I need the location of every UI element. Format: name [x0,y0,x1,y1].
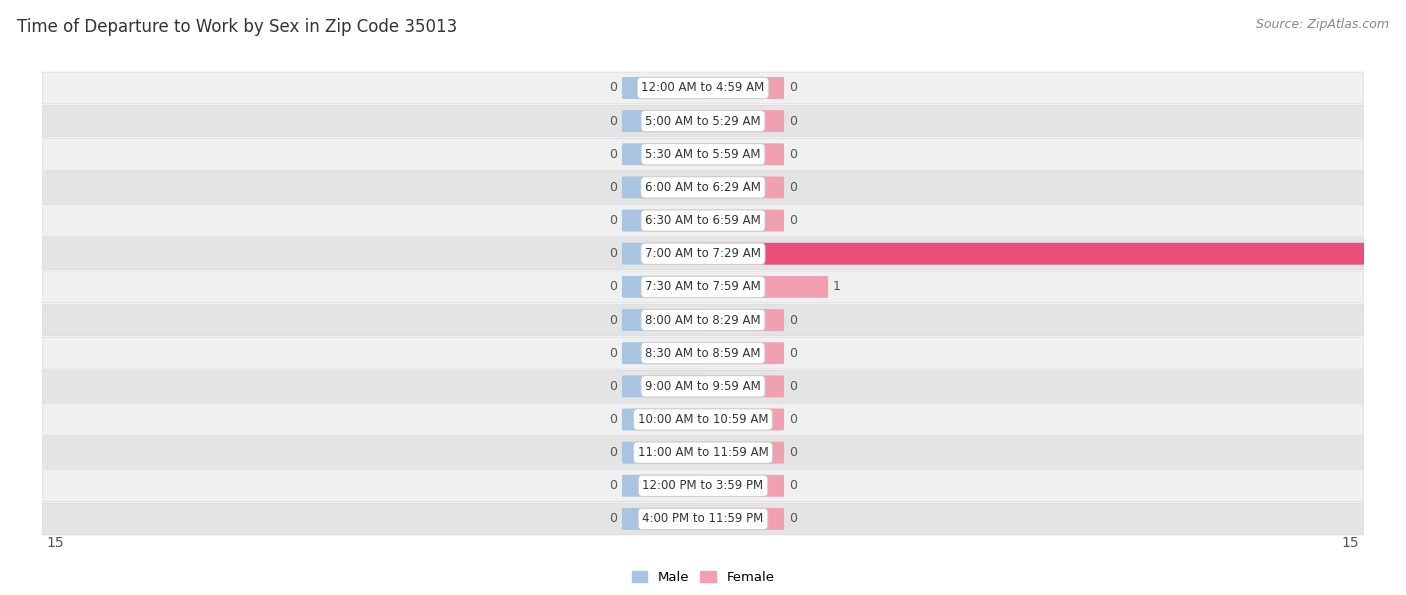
FancyBboxPatch shape [621,342,704,364]
Text: 7:00 AM to 7:29 AM: 7:00 AM to 7:29 AM [645,248,761,260]
FancyBboxPatch shape [621,276,704,298]
FancyBboxPatch shape [702,441,785,464]
FancyBboxPatch shape [42,371,1364,402]
FancyBboxPatch shape [621,309,704,331]
FancyBboxPatch shape [621,508,704,530]
FancyBboxPatch shape [621,143,704,165]
Text: 8:00 AM to 8:29 AM: 8:00 AM to 8:29 AM [645,314,761,327]
Text: 5:30 AM to 5:59 AM: 5:30 AM to 5:59 AM [645,148,761,161]
FancyBboxPatch shape [702,209,785,231]
Text: 5:00 AM to 5:29 AM: 5:00 AM to 5:29 AM [645,115,761,127]
FancyBboxPatch shape [42,403,1364,436]
FancyBboxPatch shape [42,503,1364,535]
FancyBboxPatch shape [702,342,785,364]
Text: 0: 0 [789,314,797,327]
Text: 0: 0 [609,214,617,227]
FancyBboxPatch shape [42,337,1364,369]
FancyBboxPatch shape [621,441,704,464]
Text: 0: 0 [789,82,797,95]
FancyBboxPatch shape [42,105,1364,137]
Text: Source: ZipAtlas.com: Source: ZipAtlas.com [1256,18,1389,31]
FancyBboxPatch shape [702,375,785,397]
FancyBboxPatch shape [42,238,1364,270]
Text: 0: 0 [609,248,617,260]
FancyBboxPatch shape [621,209,704,231]
Text: 0: 0 [609,280,617,293]
FancyBboxPatch shape [621,77,704,99]
FancyBboxPatch shape [621,409,704,430]
Text: 0: 0 [609,115,617,127]
FancyBboxPatch shape [42,205,1364,236]
Text: 0: 0 [609,380,617,393]
Text: 15: 15 [1341,536,1360,550]
FancyBboxPatch shape [42,470,1364,502]
FancyBboxPatch shape [42,437,1364,468]
Text: 0: 0 [609,181,617,194]
Text: 15: 15 [46,536,65,550]
FancyBboxPatch shape [621,475,704,497]
FancyBboxPatch shape [702,177,785,198]
Text: 9:00 AM to 9:59 AM: 9:00 AM to 9:59 AM [645,380,761,393]
Text: 10:00 AM to 10:59 AM: 10:00 AM to 10:59 AM [638,413,768,426]
Text: 6:00 AM to 6:29 AM: 6:00 AM to 6:29 AM [645,181,761,194]
Text: 7:30 AM to 7:59 AM: 7:30 AM to 7:59 AM [645,280,761,293]
FancyBboxPatch shape [42,171,1364,203]
FancyBboxPatch shape [42,139,1364,170]
FancyBboxPatch shape [621,243,704,265]
Text: 1: 1 [832,280,841,293]
Text: 8:30 AM to 8:59 AM: 8:30 AM to 8:59 AM [645,347,761,359]
Text: 12:00 AM to 4:59 AM: 12:00 AM to 4:59 AM [641,82,765,95]
Text: 11:00 AM to 11:59 AM: 11:00 AM to 11:59 AM [638,446,768,459]
FancyBboxPatch shape [702,409,785,430]
Text: 14: 14 [1375,248,1392,260]
FancyBboxPatch shape [621,110,704,132]
FancyBboxPatch shape [702,309,785,331]
FancyBboxPatch shape [42,271,1364,303]
Text: 0: 0 [789,347,797,359]
Text: 0: 0 [609,82,617,95]
Legend: Male, Female: Male, Female [626,565,780,589]
FancyBboxPatch shape [621,177,704,198]
FancyBboxPatch shape [42,72,1364,104]
FancyBboxPatch shape [702,475,785,497]
Text: 0: 0 [609,148,617,161]
Text: 0: 0 [609,314,617,327]
Text: 0: 0 [789,512,797,525]
Text: 0: 0 [609,512,617,525]
Text: 0: 0 [789,115,797,127]
Text: 0: 0 [789,214,797,227]
Text: 12:00 PM to 3:59 PM: 12:00 PM to 3:59 PM [643,480,763,492]
FancyBboxPatch shape [702,508,785,530]
Text: 0: 0 [789,413,797,426]
FancyBboxPatch shape [621,375,704,397]
Text: 0: 0 [609,446,617,459]
Text: 0: 0 [609,347,617,359]
Text: 0: 0 [789,480,797,492]
FancyBboxPatch shape [42,304,1364,336]
Text: 0: 0 [789,380,797,393]
FancyBboxPatch shape [702,276,828,298]
Text: Time of Departure to Work by Sex in Zip Code 35013: Time of Departure to Work by Sex in Zip … [17,18,457,36]
Text: 4:00 PM to 11:59 PM: 4:00 PM to 11:59 PM [643,512,763,525]
Text: 6:30 AM to 6:59 AM: 6:30 AM to 6:59 AM [645,214,761,227]
FancyBboxPatch shape [702,77,785,99]
Text: 0: 0 [609,413,617,426]
Text: 0: 0 [789,148,797,161]
Text: 0: 0 [609,480,617,492]
FancyBboxPatch shape [702,143,785,165]
FancyBboxPatch shape [702,243,1400,265]
FancyBboxPatch shape [702,110,785,132]
Text: 0: 0 [789,446,797,459]
Text: 0: 0 [789,181,797,194]
